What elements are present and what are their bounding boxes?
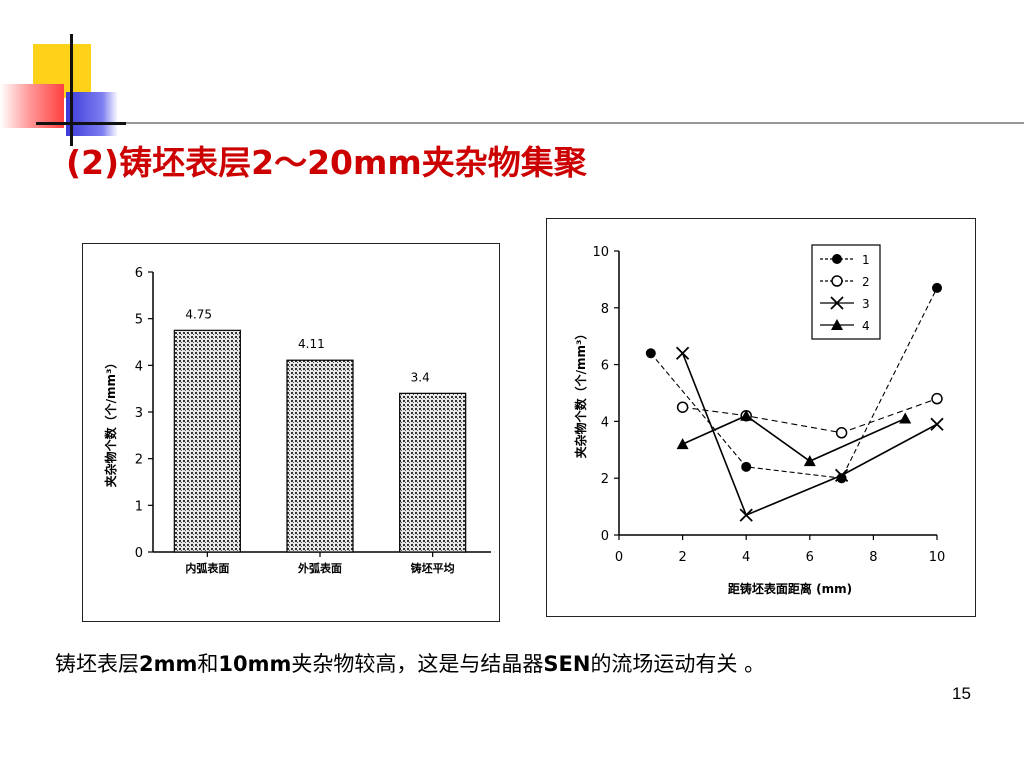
- x-tick-label: 内弧表面: [185, 561, 229, 575]
- y-tick-label: 2: [601, 472, 609, 487]
- y-axis-label: 夹杂物个数（个/mm³）: [573, 328, 588, 459]
- y-tick-label: 0: [135, 546, 143, 561]
- caption-part: SEN: [543, 652, 591, 676]
- line-chart-panel: 0 2 4 6 8 10 0 2 4 6 8 10 夹杂物个数（个/mm³） 距铸坯表面距离 (mm) 1 2…: [546, 218, 976, 617]
- legend-label: 1: [862, 253, 870, 267]
- series-line-1: [650, 287, 938, 479]
- legend-marker-3: [830, 296, 844, 310]
- y-tick-label: 10: [592, 245, 609, 260]
- data-point-series-1: [741, 461, 752, 472]
- legend-label: 4: [862, 319, 870, 333]
- y-tick-label: 5: [135, 313, 143, 328]
- data-point-series-2: [835, 427, 848, 439]
- data-label: 4.75: [185, 307, 212, 321]
- legend-marker-2: [831, 275, 843, 287]
- data-point-series-4: [899, 412, 912, 424]
- x-axis-label: 距铸坯表面距离 (mm): [728, 581, 852, 596]
- data-point-series-4: [803, 455, 816, 467]
- caption-part: 夹杂物较高，这是与结晶器: [291, 652, 544, 676]
- series-line-2: [682, 398, 938, 434]
- x-tick-label: 外弧表面: [297, 561, 342, 575]
- data-point-series-1: [645, 348, 656, 359]
- x-tick-label: 4: [742, 550, 750, 565]
- x-tick-label: 2: [678, 550, 686, 565]
- deco-horizontal-line-dark: [36, 122, 126, 125]
- deco-red-glow: [0, 84, 64, 128]
- data-point-series-3: [739, 508, 753, 522]
- legend-label: 3: [862, 297, 870, 311]
- x-tick-label: 10: [929, 550, 946, 565]
- x-tick-label: 8: [869, 550, 877, 565]
- y-tick-label: 4: [135, 359, 143, 374]
- caption-part: 的流场运动有关 。: [590, 652, 766, 676]
- y-tick-label: 8: [601, 302, 609, 317]
- caption-part: 10mm: [218, 652, 292, 676]
- data-point-series-2: [676, 401, 689, 413]
- page-number: 15: [952, 684, 971, 703]
- data-point-series-3: [834, 468, 849, 482]
- y-tick-label: 3: [135, 406, 143, 421]
- caption-part: 和: [197, 652, 219, 676]
- x-tick-label: 铸坯平均: [411, 561, 455, 575]
- legend-box: [811, 244, 881, 340]
- bar-chart: 0 1 2 3 4 5 6 4.75 内弧表面 4.11 外弧表面 3.4 铸坯平均 夹杂物个数（个/mm…: [103, 266, 491, 575]
- y-axis-label: 夹杂物个数（个/mm³）: [103, 357, 118, 488]
- bar: [399, 392, 467, 553]
- x-tick-label: 6: [806, 550, 814, 565]
- bar-chart-panel: 0 1 2 3 4 5 6 4.75 内弧表面 4.11 外弧表面 3.4 铸坯平均 夹杂物个数（个/mm…: [82, 243, 500, 622]
- data-point-series-4: [676, 438, 689, 450]
- y-tick-label: 1: [135, 499, 143, 514]
- deco-blue-square: [66, 92, 118, 136]
- x-tick-label: 0: [615, 550, 623, 565]
- line-chart: 0 2 4 6 8 10 0 2 4 6 8 10 夹杂物个数（个/mm³） 距铸坯表面距离 (mm) 1 2…: [573, 244, 946, 596]
- slide-caption: 铸坯表层2mm和10mm夹杂物较高，这是与结晶器SEN的流场运动有关 。: [55, 648, 765, 678]
- data-point-series-2: [931, 392, 943, 405]
- legend-marker-4: [831, 319, 843, 330]
- deco-vertical-line: [70, 34, 73, 146]
- data-point-series-3: [930, 417, 944, 431]
- legend-marker-1: [832, 254, 842, 264]
- data-label: 3.4: [411, 370, 430, 384]
- data-label: 4.11: [298, 337, 325, 351]
- y-tick-label: 6: [601, 359, 609, 374]
- caption-part: 2mm: [139, 652, 198, 676]
- legend-label: 2: [862, 275, 870, 289]
- y-tick-label: 0: [601, 529, 609, 544]
- slide-title: (2)铸坯表层2～20mm夹杂物集聚: [66, 143, 587, 182]
- data-point-series-1: [932, 282, 942, 293]
- series-line-4: [682, 414, 906, 463]
- caption-part: 铸坯表层: [55, 652, 139, 676]
- y-tick-label: 4: [601, 415, 609, 430]
- data-point-series-3: [675, 346, 690, 360]
- y-tick-label: 6: [135, 266, 143, 281]
- bar: [173, 329, 241, 553]
- bar: [286, 359, 354, 553]
- deco-horizontal-line: [36, 122, 1024, 124]
- y-tick-label: 2: [135, 453, 143, 468]
- data-point-series-4: [740, 409, 753, 421]
- series-line-3: [681, 352, 938, 517]
